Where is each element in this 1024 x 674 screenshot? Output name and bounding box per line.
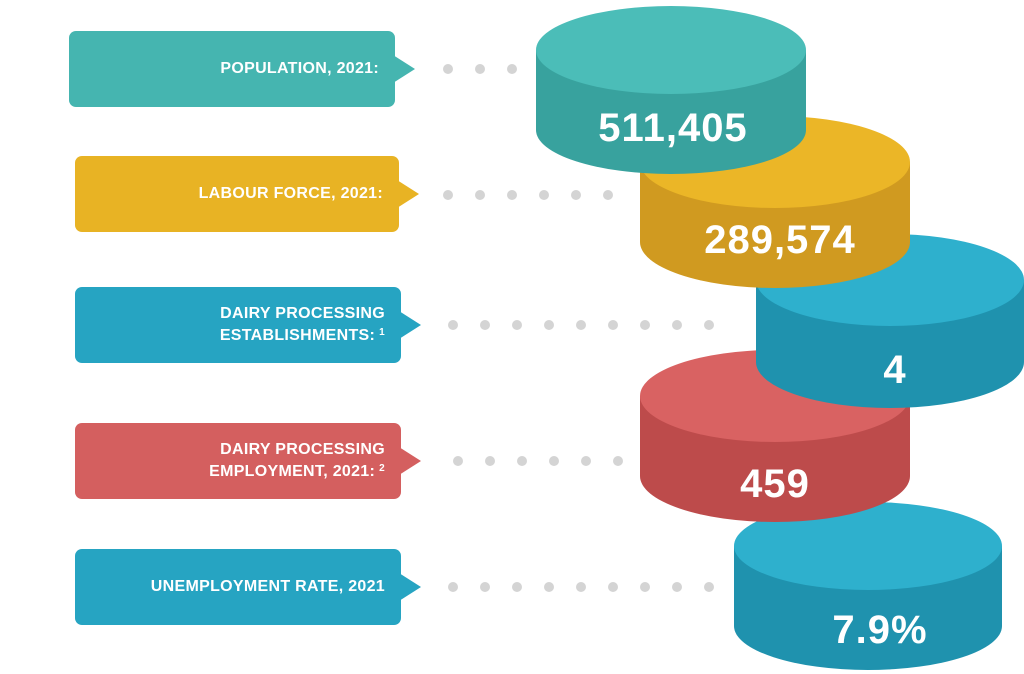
unemployment-label-text: UNEMPLOYMENT RATE, 2021 xyxy=(150,578,385,595)
establishments-label-line1: DAIRY PROCESSING xyxy=(220,305,385,322)
population-dots xyxy=(443,64,517,74)
employment-dots xyxy=(453,456,623,466)
employment-label-line2: EMPLOYMENT, 2021: xyxy=(209,463,376,480)
establishments-footnote: 1 xyxy=(379,327,385,338)
establishments-dots xyxy=(448,320,714,330)
establishments-value: 4 xyxy=(883,348,907,392)
unemployment-value: 7.9% xyxy=(832,608,928,652)
population-pointer xyxy=(393,55,415,83)
population-value: 511,405 xyxy=(598,106,748,150)
employment-value: 459 xyxy=(740,462,810,506)
establishments-pointer xyxy=(399,311,421,339)
employment-footnote: 2 xyxy=(379,463,385,474)
employment-pointer xyxy=(399,447,421,475)
establishments-label-line2: ESTABLISHMENTS: xyxy=(219,327,376,344)
employment-label-line1: DAIRY PROCESSING xyxy=(220,441,385,458)
labour-force-label-text: LABOUR FORCE, 2021: xyxy=(198,185,383,202)
establishments-label: DAIRY PROCESSING ESTABLISHMENTS: 1 xyxy=(75,287,401,363)
population-label-text: POPULATION, 2021: xyxy=(220,60,379,77)
labour-force-value: 289,574 xyxy=(704,218,856,262)
employment-label: DAIRY PROCESSING EMPLOYMENT, 2021: 2 xyxy=(75,423,401,499)
population-label: POPULATION, 2021: xyxy=(69,31,395,107)
unemployment-cylinder xyxy=(734,502,1002,670)
unemployment-label: UNEMPLOYMENT RATE, 2021 xyxy=(75,549,401,625)
labour-force-label: LABOUR FORCE, 2021: xyxy=(75,156,399,232)
unemployment-dots xyxy=(448,582,714,592)
labour-force-pointer xyxy=(397,180,419,208)
population-cylinder xyxy=(536,6,806,174)
unemployment-pointer xyxy=(399,573,421,601)
labour-force-dots xyxy=(443,190,613,200)
